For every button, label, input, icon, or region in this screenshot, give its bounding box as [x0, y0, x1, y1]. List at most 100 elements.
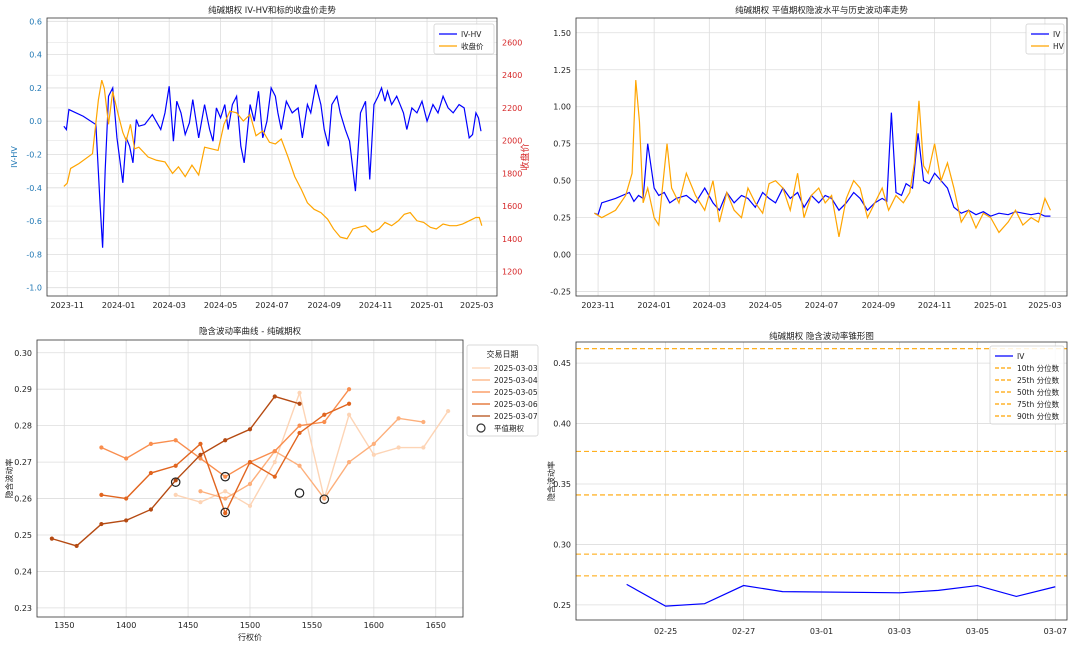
- chart1-legend-label: IV-HV: [461, 30, 482, 39]
- chart3-atm-marker: [220, 507, 231, 518]
- chart1-y-tick-label: -0.2: [26, 151, 42, 160]
- chart3-series-line: [175, 390, 449, 507]
- chart3-data-point: [223, 496, 228, 501]
- chart3-y-tick-label: 0.26: [14, 495, 32, 504]
- chart1-y2-tick-label: 2600: [502, 39, 522, 48]
- chart3-x-tick-label: 1600: [364, 621, 384, 630]
- chart1-x-tick-label: 2024-07: [255, 301, 288, 310]
- chart4-legend-label: 90th 分位数: [1017, 411, 1060, 421]
- chart2-x-tick-label: 2024-01: [637, 301, 670, 310]
- chart2-y-tick-label: 0.00: [553, 251, 571, 260]
- chart3-data-point: [297, 463, 302, 468]
- chart3-data-point: [148, 507, 154, 512]
- chart3-atm-marker: [170, 477, 181, 487]
- chart3-data-point: [272, 394, 277, 399]
- chart2-series-iv-line: [594, 112, 1051, 217]
- chart3-y-tick-label: 0.29: [14, 385, 32, 394]
- chart2-y-tick-label: 1.25: [553, 66, 571, 75]
- chart1-plot-frame: [46, 17, 498, 297]
- chart3-data-point: [322, 419, 327, 425]
- chart3-data-point: [272, 474, 277, 479]
- chart1-y2-tick-label: 2400: [502, 71, 522, 80]
- chart3-data-point: [124, 518, 129, 523]
- chart4-x-tick-label: 02-27: [732, 627, 755, 636]
- chart3-data-point: [297, 401, 302, 406]
- chart3-data-point: [396, 416, 401, 421]
- chart3-data-point: [297, 423, 302, 428]
- chart3-data-point: [223, 438, 228, 443]
- chart2-title: 纯碱期权 平值期权隐波水平与历史波动率走势: [735, 5, 908, 16]
- chart3-data-point: [173, 478, 178, 483]
- chart1-y-tick-label: -0.6: [26, 217, 42, 226]
- chart3-y-tick-label: 0.24: [14, 567, 32, 576]
- chart1-y2-tick-label: 1400: [502, 235, 522, 244]
- chart3-x-tick-label: 1500: [240, 621, 260, 630]
- chart3-data-point: [346, 387, 352, 392]
- chart3-data-point: [148, 470, 154, 476]
- chart3-data-point: [371, 452, 376, 457]
- chart3-data-point: [124, 496, 129, 501]
- chart3-data-point: [74, 543, 79, 549]
- chart2-y-tick-label: 1.00: [553, 103, 571, 112]
- chart3-data-point: [272, 449, 277, 454]
- chart1-x-tick-label: 2024-01: [102, 301, 135, 310]
- chart1-y-tick-label: -1.0: [26, 284, 42, 293]
- chart3-series-line: [200, 417, 424, 500]
- chart2-x-tick-label: 2023-11: [581, 301, 614, 310]
- chart3-data-point: [198, 489, 203, 494]
- chart3-title: 隐含波动率曲线 - 纯碱期权: [199, 326, 301, 337]
- chart2-legend-label: HV: [1053, 42, 1065, 51]
- chart3-legend-label: 2025-03-06: [494, 400, 538, 409]
- chart3-y-tick-label: 0.27: [14, 458, 32, 467]
- chart3-legend-label: 2025-03-04: [494, 376, 538, 385]
- chart3-legend-title: 交易日期: [487, 349, 519, 359]
- chart1-y-tick-label: -0.8: [26, 250, 42, 259]
- chart3-data-point: [346, 459, 352, 465]
- chart2-x-tick-label: 2024-11: [918, 301, 951, 310]
- chart1-x-tick-label: 2025-01: [410, 301, 443, 310]
- chart3-data-point: [173, 492, 178, 498]
- chart4-plot-frame: [575, 341, 1068, 621]
- chart2-legend-label: IV: [1053, 30, 1061, 39]
- chart3-x-tick-label: 1650: [426, 621, 446, 630]
- chart3-data-point: [99, 492, 104, 498]
- chart2-x-tick-label: 2024-03: [693, 301, 726, 310]
- chart1-x-tick-label: 2024-03: [152, 301, 185, 310]
- chart3-data-point: [297, 430, 302, 436]
- chart3-data-point: [247, 481, 253, 487]
- chart3-data-point: [173, 438, 178, 443]
- chart4-legend-label: IV: [1017, 352, 1025, 361]
- chart4-legend-label: 50th 分位数: [1017, 387, 1060, 397]
- chart2-y-tick-label: 0.75: [553, 140, 571, 149]
- chart2-y-tick-label: 0.50: [553, 177, 571, 186]
- chart3-data-point: [148, 441, 154, 446]
- chart2-x-tick-label: 2024-05: [749, 301, 782, 310]
- chart4-legend-label: 10th 分位数: [1017, 363, 1060, 373]
- chart1-y2-tick-label: 1600: [502, 202, 522, 211]
- chart3-atm-marker: [294, 488, 305, 498]
- chart3-data-point: [198, 441, 203, 446]
- chart1-x-tick-label: 2024-11: [359, 301, 392, 310]
- chart4-y-tick-label: 0.30: [553, 540, 571, 549]
- chart1-x-tick-label: 2024-05: [204, 301, 237, 310]
- chart1-legend-label: 收盘价: [461, 41, 484, 51]
- chart1-y2-tick-label: 2000: [502, 137, 522, 146]
- chart3-y-tick-label: 0.23: [14, 604, 32, 613]
- chart3-data-point: [247, 503, 253, 508]
- chart3-data-point: [322, 496, 327, 501]
- chart1-title: 纯碱期权 IV-HV和标的收盘价走势: [208, 5, 336, 16]
- chart1-y-tick-label: -0.4: [26, 184, 42, 193]
- chart2-x-tick-label: 2025-03: [1028, 301, 1061, 310]
- chart4-y-axis-label: 隐含波动率: [546, 461, 556, 501]
- chart2-y-tick-label: 1.50: [553, 29, 571, 38]
- chart3-data-point: [99, 521, 104, 527]
- chart3-x-tick-label: 1550: [302, 621, 322, 630]
- chart1-y-tick-label: 0.4: [29, 51, 42, 60]
- chart1-y2-tick-label: 2200: [502, 104, 522, 113]
- chart3-series-line: [51, 395, 300, 547]
- chart3-x-tick-label: 1450: [178, 621, 198, 630]
- chart4-y-tick-label: 0.25: [553, 601, 571, 610]
- chart3-data-point: [446, 408, 451, 414]
- chart3-plot-frame: [36, 339, 464, 618]
